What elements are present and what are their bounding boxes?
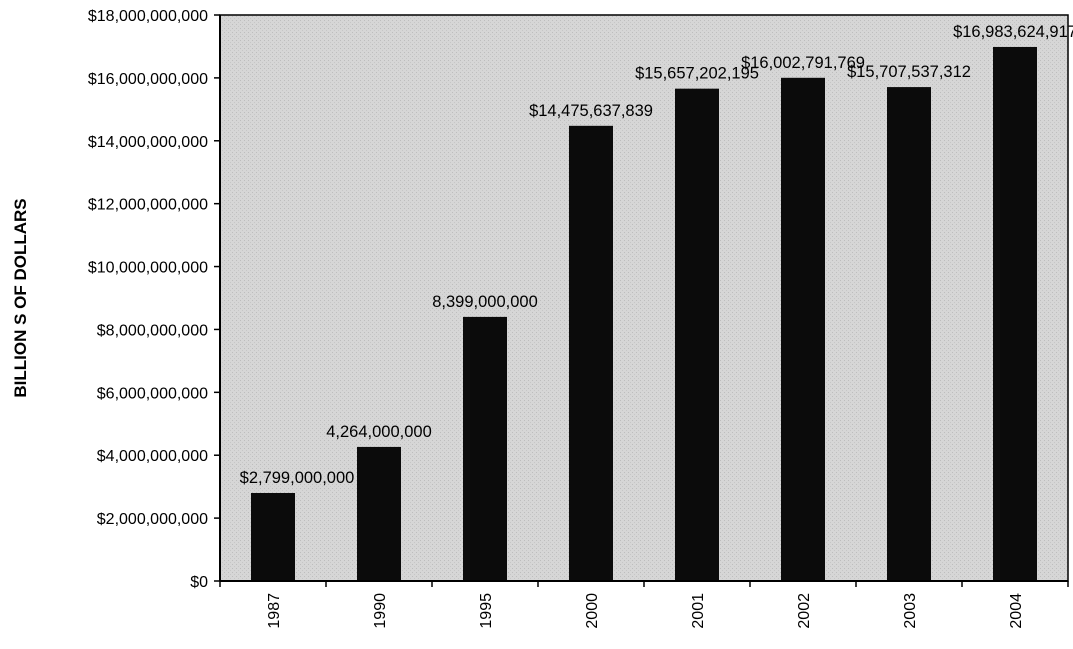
x-axis-ticks: 1987 1990 1995 2000 2001 2002 2003 2004	[219, 581, 1069, 629]
bar-data-label: 4,264,000,000	[326, 423, 432, 441]
y-tick-label: $12,000,000,000	[88, 197, 208, 214]
x-tick-label: 2001	[690, 593, 707, 629]
bar	[357, 446, 401, 581]
x-tick-label: 1990	[372, 593, 389, 629]
x-tick-label: 2000	[584, 593, 601, 629]
y-tick-label: $16,000,000,000	[88, 71, 208, 88]
y-tick-label: $14,000,000,000	[88, 134, 208, 151]
y-tick-label: $2,000,000,000	[97, 511, 208, 528]
y-tick-label: $0	[190, 574, 208, 591]
bar-data-label: $15,657,202,195	[635, 65, 759, 83]
bar	[569, 125, 613, 582]
y-tick-label: $4,000,000,000	[97, 448, 208, 465]
bars	[251, 46, 1037, 582]
bar-data-label: $14,475,637,839	[529, 102, 653, 120]
bar	[251, 492, 295, 581]
bar-data-label: $16,983,624,917	[953, 23, 1073, 41]
data-labels: $2,799,000,000 4,264,000,000 8,399,000,000…	[240, 23, 1073, 487]
y-tick-label: $6,000,000,000	[97, 385, 208, 402]
x-tick-label: 2002	[796, 593, 813, 629]
bar	[993, 46, 1037, 581]
y-tick-label: $10,000,000,000	[88, 260, 208, 277]
bar	[463, 316, 507, 581]
bar-data-label: $15,707,537,312	[847, 63, 971, 81]
x-tick-label: 1987	[266, 593, 283, 629]
x-tick-label: 1995	[478, 593, 495, 629]
bar-data-label: $2,799,000,000	[240, 469, 355, 487]
bar	[675, 88, 719, 582]
x-tick-label: 2004	[1008, 593, 1025, 629]
bar	[781, 77, 825, 582]
bar-data-label: 8,399,000,000	[432, 293, 538, 311]
y-tick-label: $18,000,000,000	[88, 8, 208, 25]
bar-data-label: $16,002,791,769	[741, 54, 865, 72]
y-axis-title: BILLION S OF DOLLARS	[11, 198, 30, 397]
y-axis-ticks: $0 $2,000,000,000 $4,000,000,000 $6,000,000…	[88, 8, 220, 591]
y-tick-label: $8,000,000,000	[97, 322, 208, 339]
plot-area	[219, 14, 1069, 582]
x-tick-label: 2003	[902, 593, 919, 629]
bar	[887, 87, 931, 582]
